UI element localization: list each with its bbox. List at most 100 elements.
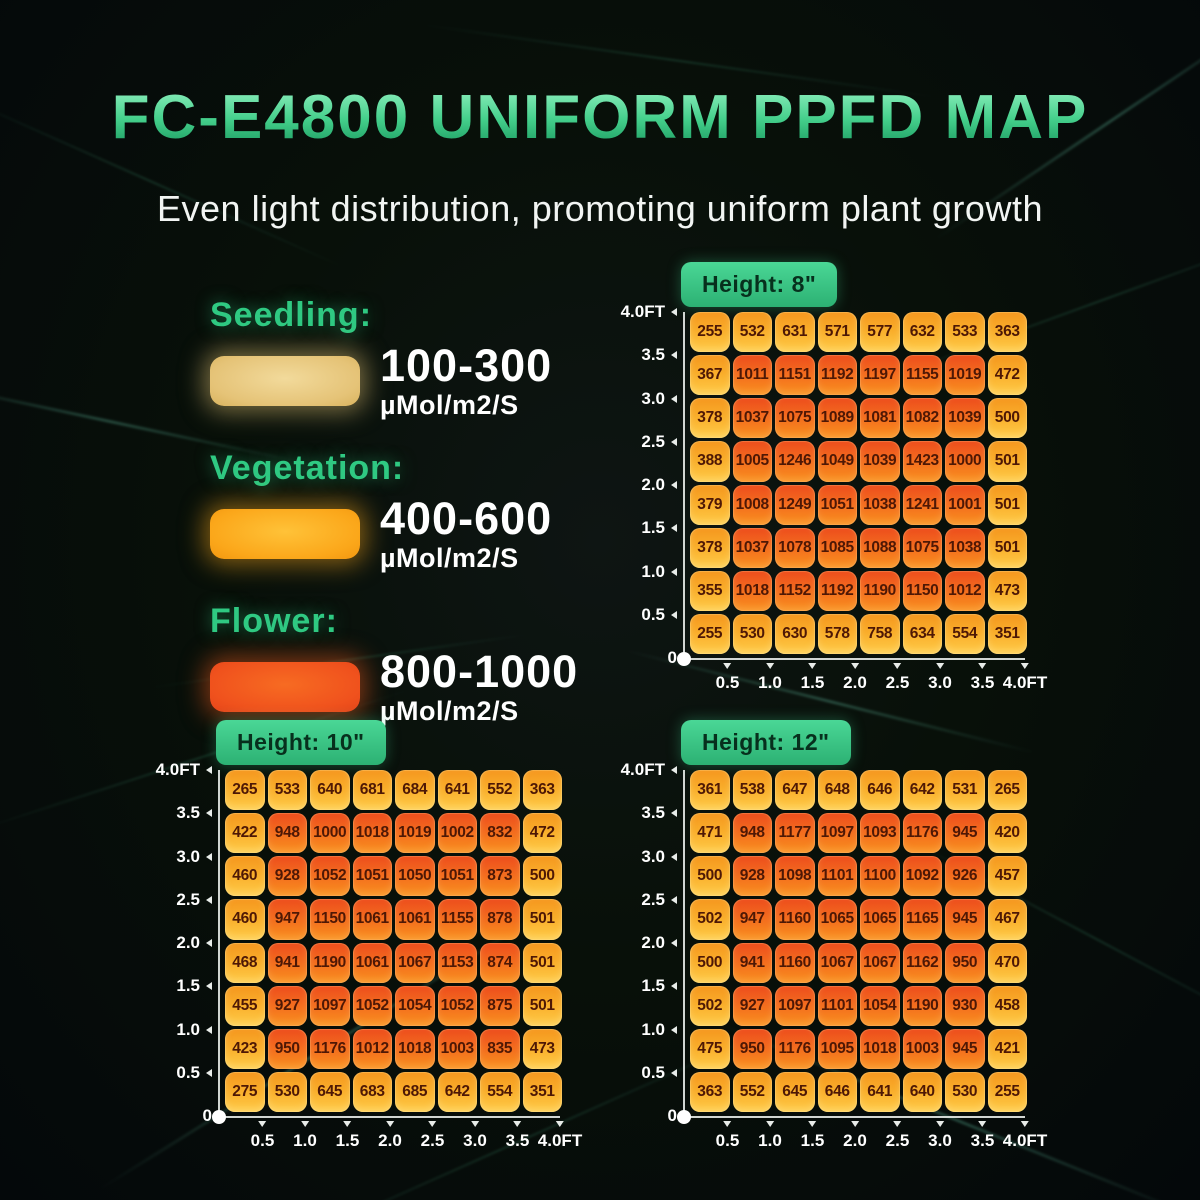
ppfd-cell: 1101 [817,856,857,897]
ppfd-cell: 473 [522,1028,562,1069]
ppfd-cell: 681 [352,770,392,811]
x-axis-tick-label: 2.5 [886,663,909,693]
ppfd-cell: 630 [775,613,815,654]
tick-arrow-left-icon [671,1025,677,1034]
ppfd-cell: 1092 [902,856,942,897]
ppfd-cell: 1246 [775,441,815,482]
page-subtitle: Even light distribution, promoting unifo… [157,188,1043,229]
x-axis-tick-label: 0.5 [716,1121,739,1151]
ppfd-cell: 1037 [732,527,772,568]
ppfd-cell: 1241 [902,484,942,525]
ppfd-cell: 275 [225,1071,265,1112]
ppfd-cell: 1190 [902,985,942,1026]
y-axis-tick-label: 0 [667,648,677,667]
x-axis-tick-label: 1.5 [801,663,824,693]
x-axis-tick-label: 2.0 [843,663,867,693]
legend-label-seedling: Seedling: [210,296,373,334]
ppfd-cell: 945 [945,1028,985,1069]
x-axis-tick-label: 1.5 [336,1121,359,1151]
ppfd-cell: 1011 [732,355,772,396]
y-axis-tick-label: 0.5 [176,1063,212,1083]
ppfd-cell: 530 [267,1071,307,1112]
ppfd-cell: 471 [690,813,730,854]
ppfd-cell: 948 [732,813,772,854]
ppfd-cell: 1067 [817,942,857,983]
ppfd-cell: 501 [987,484,1027,525]
ppfd-cell: 1003 [902,1028,942,1069]
tick-arrow-down-icon [978,663,987,669]
y-axis-tick-label: 2.5 [641,890,677,910]
seedling-range: 100-300 [380,340,553,391]
ppfd-cell: 388 [690,441,730,482]
y-axis-tick-label: 3.0 [641,389,677,409]
ppfd-cell: 1039 [860,441,900,482]
ppfd-cell: 1037 [732,398,772,439]
tick-arrow-left-icon [206,939,212,947]
origin-dot [677,652,691,666]
ppfd-cell: 641 [437,770,477,811]
x-axis-tick-label: 0.5 [251,1121,274,1151]
tick-arrow-down-icon [850,1121,859,1127]
ppfd-cell: 928 [267,856,307,897]
tick-arrow-left-icon [206,895,212,904]
ppfd-cell: 950 [267,1028,307,1069]
ppfd-cell: 472 [987,355,1027,396]
flower-color-swatch [210,662,360,712]
y-axis-tick-label: 0 [202,1106,212,1125]
tick-arrow-down-icon [428,1121,437,1127]
tick-arrow-down-icon [808,1121,817,1127]
ppfd-cell: 1249 [775,484,815,525]
ppfd-cell: 1097 [775,985,815,1026]
vegetation-unit: µMol/m2/S [380,543,519,573]
ppfd-cell: 1018 [352,813,392,854]
ppfd-cell: 1423 [902,441,942,482]
x-axis-tick-label: 2.0 [843,1121,867,1151]
ppfd-cell: 255 [690,613,730,654]
ppfd-cell: 926 [945,856,985,897]
ppfd-cell: 1078 [775,527,815,568]
ppfd-cell: 1052 [437,985,477,1026]
ppfd-cell: 1089 [817,398,857,439]
ppfd-cell: 1018 [732,570,772,611]
ppfd-cell: 1019 [395,813,435,854]
ppfd-cell: 640 [902,1071,942,1112]
ppfd-grid-10: 265 533 640 681 684 641 552 363 422 948 1000 1018 10… [156,760,583,1150]
vegetation-color-swatch [210,509,360,559]
tick-arrow-down-icon [300,1121,309,1127]
ppfd-cell: 1005 [732,441,772,482]
vegetation-range: 400-600 [380,493,553,544]
x-axis-tick-label: 3.5 [971,1121,994,1151]
tick-arrow-down-icon [893,663,902,669]
ppfd-cell: 578 [817,613,857,654]
y-axis-tick-label: 2.5 [641,432,677,452]
y-axis-tick-label: 4.0FT [621,760,677,780]
ppfd-cell: 533 [267,770,307,811]
tick-arrow-down-icon [723,663,732,669]
ppfd-cell: 1160 [775,899,815,940]
ppfd-cell: 1018 [395,1028,435,1069]
ppfd-cell: 367 [690,355,730,396]
ppfd-cell: 648 [817,770,857,811]
y-axis-tick-label: 3.5 [176,803,212,823]
tick-arrow-down-icon [385,1121,394,1127]
ppfd-cell: 1012 [352,1028,392,1069]
ppfd-cell: 1065 [817,899,857,940]
tick-arrow-down-icon [556,1121,564,1127]
tick-arrow-down-icon [258,1121,267,1127]
ppfd-cell: 1093 [860,813,900,854]
seedling-color-swatch [210,356,360,406]
ppfd-cell: 927 [732,985,772,1026]
ppfd-chart-height-8: Height: 8" 255 532 631 571 577 632 533 363 367 10… [595,260,1075,730]
ppfd-cell: 1155 [437,899,477,940]
ppfd-cell: 631 [775,312,815,353]
ppfd-cell: 501 [522,985,562,1026]
ppfd-cell: 1162 [902,942,942,983]
tick-arrow-left-icon [671,437,677,446]
ppfd-cell: 1038 [860,484,900,525]
legend-item-seedling: Seedling: 100-300 µMol/m2/S [210,296,580,419]
y-axis-tick-label: 3.0 [176,847,212,867]
tick-arrow-left-icon [671,308,677,316]
tick-arrow-down-icon [723,1121,732,1127]
tick-arrow-left-icon [206,809,212,818]
